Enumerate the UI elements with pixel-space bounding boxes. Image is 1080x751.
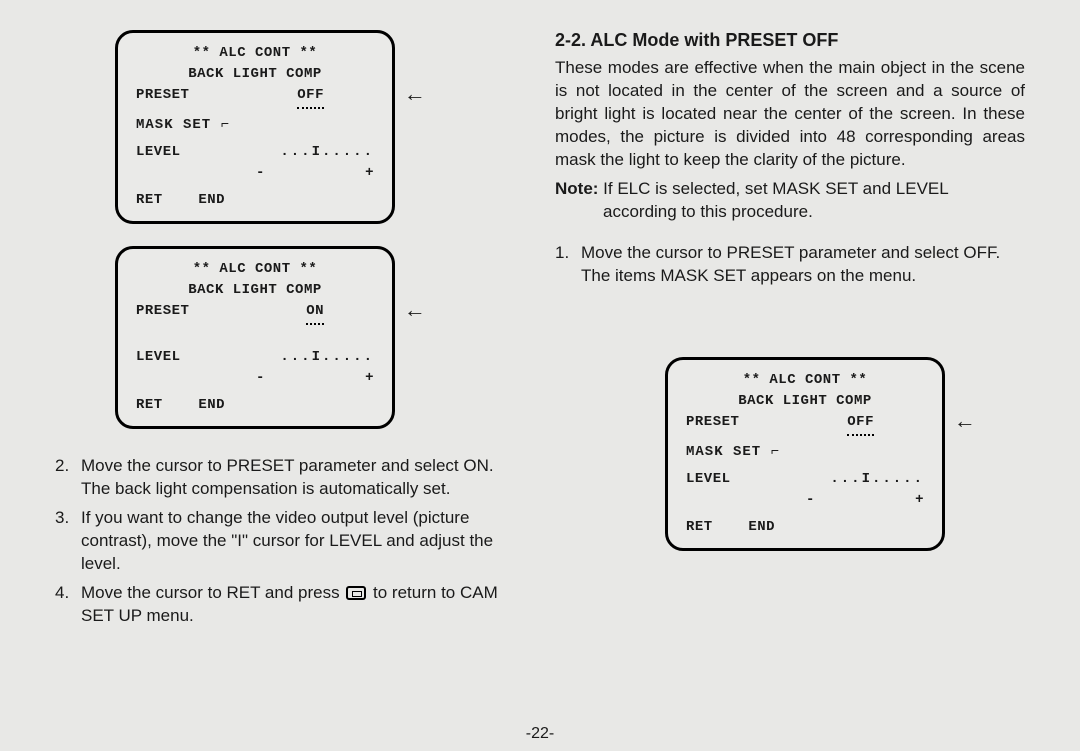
- arrow-icon: ←: [958, 406, 972, 439]
- ret-end-row: RET END: [136, 395, 374, 416]
- step-3: 3. If you want to change the video outpu…: [55, 507, 525, 576]
- menu-title: ** ALC CONT **: [136, 43, 374, 64]
- step-text-a: Move the cursor to RET and press: [81, 583, 344, 602]
- preset-row: PRESET OFF: [136, 85, 374, 109]
- arrow-icon: ←: [408, 295, 422, 328]
- step-text-b: The items MASK SET appears on the menu.: [581, 265, 1025, 288]
- preset-row: PRESET OFF: [686, 412, 924, 436]
- step-text-b: The back light compensation is automatic…: [81, 478, 525, 501]
- page-number: -22-: [526, 725, 554, 743]
- note-text-1: If ELC is selected, set MASK SET and LEV…: [598, 179, 948, 198]
- level-scale: ...I.....: [280, 347, 374, 368]
- level-label: LEVEL: [136, 142, 181, 163]
- end-label: END: [198, 397, 225, 413]
- level-pm-row: - +: [136, 368, 374, 389]
- level-label: LEVEL: [686, 469, 731, 490]
- preset-label: PRESET: [136, 85, 189, 109]
- level-plus: +: [365, 163, 374, 184]
- level-label: LEVEL: [136, 347, 181, 368]
- level-row: LEVEL ...I.....: [136, 347, 374, 368]
- ret-label: RET: [136, 192, 163, 208]
- step-text: If you want to change the video output l…: [81, 508, 493, 573]
- mask-set-row: MASK SET ⌐: [136, 115, 374, 136]
- step-text: Move the cursor to PRESET parameter and …: [81, 455, 525, 478]
- level-minus: -: [256, 368, 265, 389]
- preset-label: PRESET: [686, 412, 739, 436]
- level-minus: -: [256, 163, 265, 184]
- step-4: 4. Move the cursor to RET and press to r…: [55, 582, 525, 628]
- preset-value: ON: [306, 301, 324, 325]
- step-num: 4.: [55, 582, 69, 605]
- level-pm-row: - +: [686, 490, 924, 511]
- step-1: 1. Move the cursor to PRESET parameter a…: [555, 242, 1025, 288]
- end-label: END: [748, 519, 775, 535]
- note-label: Note:: [555, 179, 598, 198]
- step-num: 1.: [555, 242, 569, 265]
- preset-value: OFF: [847, 412, 874, 436]
- mask-set-row: MASK SET ⌐: [686, 442, 924, 463]
- menu-title: ** ALC CONT **: [136, 259, 374, 280]
- menu-title: ** ALC CONT **: [686, 370, 924, 391]
- preset-row: PRESET ON: [136, 301, 374, 325]
- ret-end-row: RET END: [686, 517, 924, 538]
- note-text-2: according to this procedure.: [555, 201, 1025, 224]
- left-steps: 2. Move the cursor to PRESET parameter a…: [55, 455, 525, 628]
- menu-subtitle: BACK LIGHT COMP: [136, 280, 374, 301]
- level-pm-row: - +: [136, 163, 374, 184]
- level-plus: +: [915, 490, 924, 511]
- level-plus: +: [365, 368, 374, 389]
- step-text-a: Move the cursor to PRESET parameter and …: [581, 242, 1025, 265]
- level-row: LEVEL ...I.....: [686, 469, 924, 490]
- preset-label: PRESET: [136, 301, 189, 325]
- right-column: 2-2. ALC Mode with PRESET OFF These mode…: [540, 30, 1040, 741]
- step-num: 3.: [55, 507, 69, 530]
- preset-value: OFF: [297, 85, 324, 109]
- menu-subtitle: BACK LIGHT COMP: [686, 391, 924, 412]
- level-scale: ...I.....: [280, 142, 374, 163]
- page: ** ALC CONT ** BACK LIGHT COMP PRESET OF…: [0, 0, 1080, 751]
- menu-subtitle: BACK LIGHT COMP: [136, 64, 374, 85]
- body-paragraph: These modes are effective when the main …: [555, 57, 1025, 172]
- step-num: 2.: [55, 455, 69, 478]
- level-row: LEVEL ...I.....: [136, 142, 374, 163]
- note-block: Note: If ELC is selected, set MASK SET a…: [555, 178, 1025, 224]
- section-title: 2-2. ALC Mode with PRESET OFF: [555, 30, 1025, 51]
- level-minus: -: [806, 490, 815, 511]
- ret-end-row: RET END: [136, 190, 374, 211]
- menu-box-1: ** ALC CONT ** BACK LIGHT COMP PRESET OF…: [115, 30, 395, 224]
- menu-box-2: ** ALC CONT ** BACK LIGHT COMP PRESET ON…: [115, 246, 395, 429]
- arrow-icon: ←: [408, 79, 422, 112]
- level-scale: ...I.....: [830, 469, 924, 490]
- menu-box-right: ** ALC CONT ** BACK LIGHT COMP PRESET OF…: [665, 357, 945, 551]
- end-label: END: [198, 192, 225, 208]
- right-steps: 1. Move the cursor to PRESET parameter a…: [555, 242, 1025, 288]
- ret-label: RET: [686, 519, 713, 535]
- button-icon: [346, 586, 366, 600]
- left-column: ** ALC CONT ** BACK LIGHT COMP PRESET OF…: [40, 30, 540, 741]
- step-2: 2. Move the cursor to PRESET parameter a…: [55, 455, 525, 501]
- ret-label: RET: [136, 397, 163, 413]
